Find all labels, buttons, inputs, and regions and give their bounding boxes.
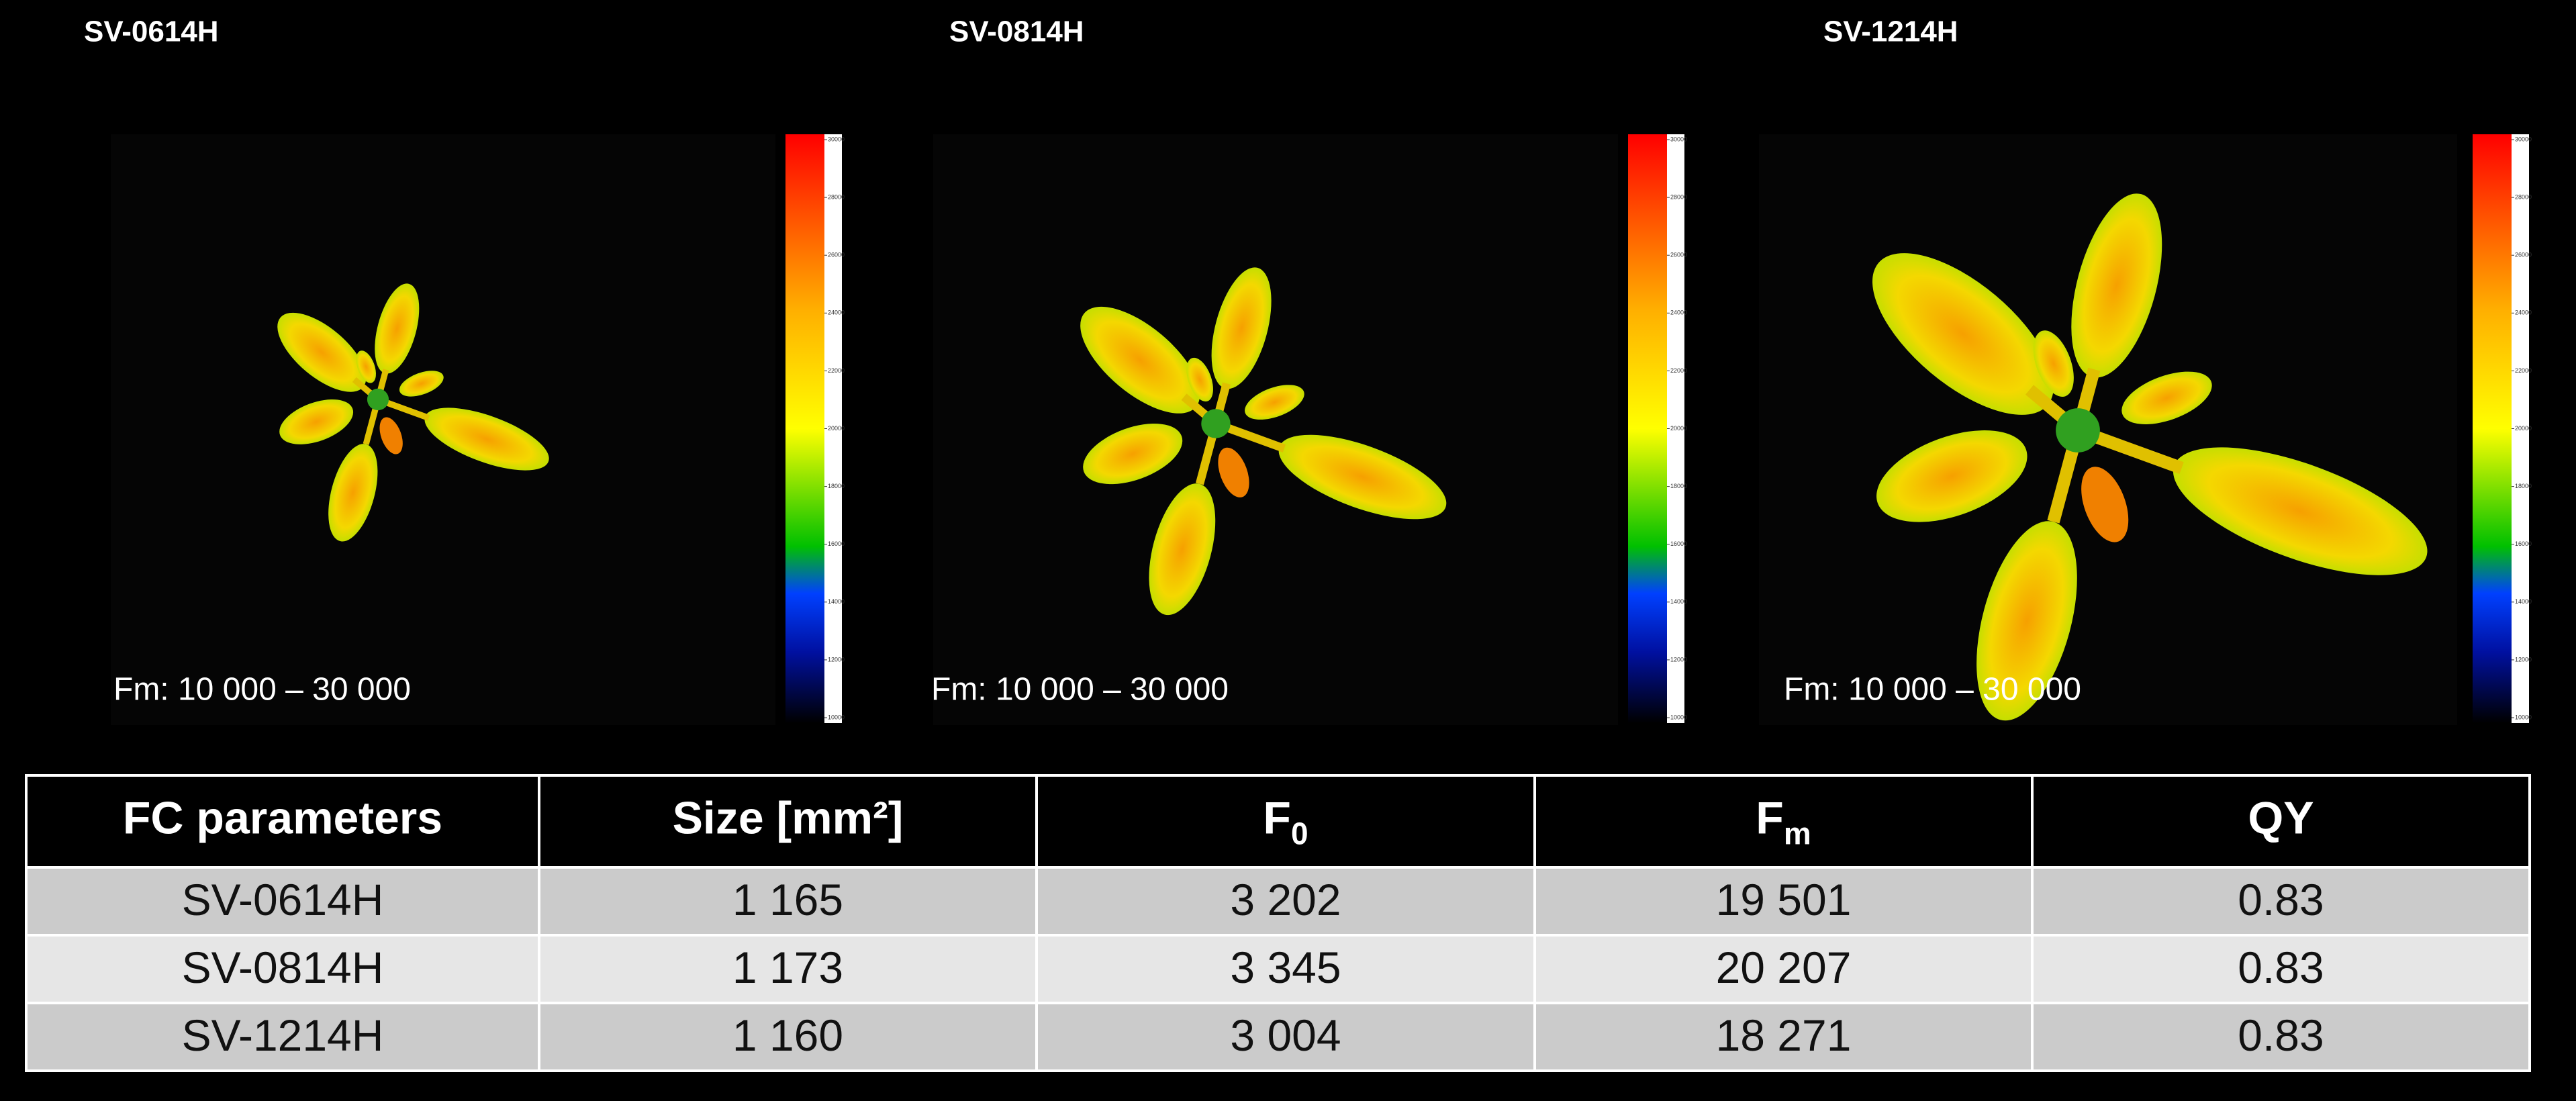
header-subscript: m (1784, 816, 1811, 851)
colorbar-tick-label: 12000 (2515, 656, 2532, 663)
table-cell: 3 202 (1230, 875, 1341, 924)
colorbar-tick-label: 24000 (2515, 309, 2532, 316)
colorbar (785, 134, 824, 723)
colorbar-strip (1667, 134, 1684, 723)
colorbar-tick-label: 10000 (1670, 714, 1687, 720)
colorbar-tick-label: 22000 (2515, 367, 2532, 374)
plant-images (111, 134, 2457, 731)
colorbar-tick-label: 26000 (1670, 252, 1687, 258)
table-cell: 3 345 (1230, 943, 1341, 992)
table-cell: SV-0614H (182, 875, 384, 924)
header-text: QY (2248, 792, 2313, 843)
header-cell: FC parameters (123, 792, 442, 843)
panel-title: SV-0814H (949, 15, 1084, 48)
colorbar (2473, 134, 2512, 723)
colorbar-tick-label: 16000 (1670, 540, 1687, 547)
colorbar-tick-label: 18000 (1670, 483, 1687, 489)
panel-title: SV-1214H (1823, 15, 1958, 48)
colorbar-tick-label: 20000 (2515, 425, 2532, 432)
colorbar-tick-label: 12000 (828, 656, 845, 663)
table-cell: 0.83 (2238, 1010, 2324, 1060)
colorbar-tick-label: 20000 (1670, 425, 1687, 432)
colorbar-tick-label: 18000 (2515, 483, 2532, 489)
colorbar-tick-label: 16000 (2515, 540, 2532, 547)
header-text: F (1756, 792, 1784, 843)
table-cell: 3 004 (1230, 1010, 1341, 1060)
colorbar-tick-label: 30000 (1670, 136, 1687, 142)
row-bg (25, 866, 2531, 937)
colorbar-tick-label: 24000 (1670, 309, 1687, 316)
panel-title: SV-0614H (84, 15, 219, 48)
image-background (933, 134, 1618, 725)
colorbar-tick-label: 14000 (1670, 598, 1687, 605)
header-text: Size [mm²] (673, 792, 904, 843)
range-label: Fm: 10 000 – 30 000 (1784, 672, 2081, 708)
colorbar-tick-label: 10000 (828, 714, 845, 720)
header-cell: Size [mm²] (673, 792, 904, 843)
table-cell: 18 271 (1716, 1010, 1852, 1060)
colorbar-tick-label: 22000 (828, 367, 845, 374)
table-cell: 1 173 (732, 943, 843, 992)
header-cell: Fm (1756, 792, 1811, 851)
colorbar-tick-label: 24000 (828, 309, 845, 316)
colorbar-tick-label: 16000 (828, 540, 845, 547)
table-header-bg (25, 774, 2531, 869)
row-bg (25, 1002, 2531, 1072)
table-cell: SV-1214H (182, 1010, 384, 1060)
header-subscript: 0 (1291, 816, 1308, 851)
header-text: FC parameters (123, 792, 442, 843)
table-cell: 0.83 (2238, 943, 2324, 992)
colorbar (1628, 134, 1667, 723)
colorbar-tick-label: 28000 (1670, 193, 1687, 200)
colorbar-tick-label: 30000 (2515, 136, 2532, 142)
range-label: Fm: 10 000 – 30 000 (113, 672, 411, 708)
table-cell: 1 165 (732, 875, 843, 924)
colorbar-tick-label: 20000 (828, 425, 845, 432)
colorbar-tick-label: 26000 (828, 252, 845, 258)
colorbar-tick-label: 12000 (1670, 656, 1687, 663)
colorbar-tick-label: 26000 (2515, 252, 2532, 258)
range-label: Fm: 10 000 – 30 000 (931, 672, 1229, 708)
header-cell: QY (2248, 792, 2313, 843)
table-cell: 1 160 (732, 1010, 843, 1060)
colorbar-strip (2512, 134, 2529, 723)
colorbar-tick-label: 14000 (828, 598, 845, 605)
colorbar-tick-label: 22000 (1670, 367, 1687, 374)
colorbar-tick-label: 10000 (2515, 714, 2532, 720)
colorbar-strip (824, 134, 842, 723)
colorbar-tick-label: 18000 (828, 483, 845, 489)
header-text: F (1263, 792, 1291, 843)
table-cell: SV-0814H (182, 943, 384, 992)
table-cell: 20 207 (1716, 943, 1852, 992)
header-cell: F0 (1263, 792, 1308, 851)
table-cell: 0.83 (2238, 875, 2324, 924)
colorbar-tick-label: 14000 (2515, 598, 2532, 605)
row-bg (25, 934, 2531, 1004)
colorbar-tick-label: 28000 (2515, 193, 2532, 200)
table-cell: 19 501 (1716, 875, 1852, 924)
colorbar-tick-label: 30000 (828, 136, 845, 142)
table-border (25, 774, 2531, 1072)
colorbar-tick-label: 28000 (828, 193, 845, 200)
